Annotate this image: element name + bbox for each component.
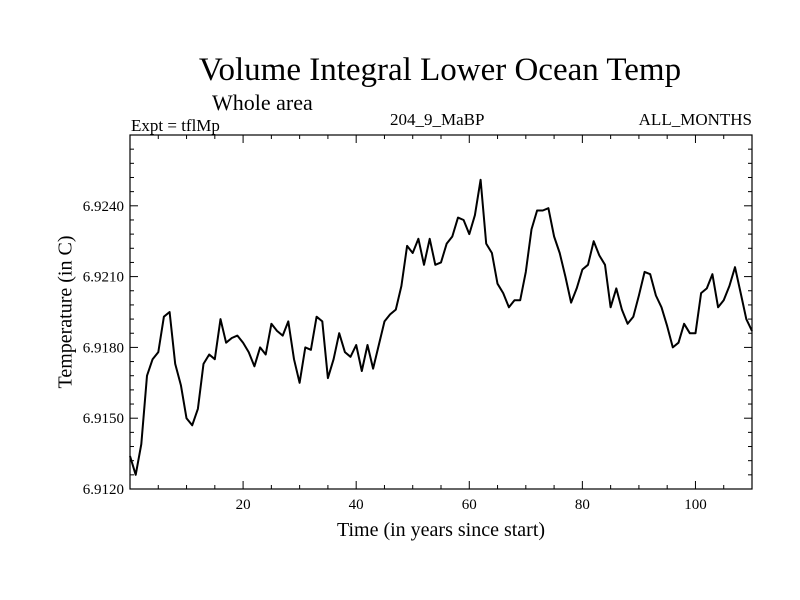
y-tick-label: 6.9120	[83, 482, 124, 498]
period-label: ALL_MONTHS	[638, 110, 752, 129]
y-tick-label: 6.9240	[83, 199, 124, 215]
x-tick-label: 100	[684, 497, 707, 513]
experiment-label: Expt = tflMp	[131, 116, 220, 135]
axis-ticks: 20 40 60 80 100 6.9120 6.9150 6.9180 6.9210 6.924…	[83, 134, 752, 513]
x-axis-label: Time (in years since start)	[336, 519, 546, 541]
x-tick-label: 60	[462, 497, 477, 513]
y-tick-label: 6.9150	[83, 411, 124, 427]
x-tick-label: 20	[236, 497, 251, 513]
run-label: 204_9_MaBP	[390, 110, 485, 129]
y-tick-label: 6.9210	[83, 270, 124, 286]
x-tick-label: 40	[349, 497, 364, 513]
chart-title: Volume Integral Lower Ocean Temp	[198, 52, 682, 88]
x-tick-label: 80	[575, 497, 590, 513]
y-tick-label: 6.9180	[83, 340, 124, 356]
series-line-temperature	[129, 178, 753, 476]
plot-frame	[129, 134, 753, 490]
chart-subtitle: Whole area	[212, 90, 313, 115]
